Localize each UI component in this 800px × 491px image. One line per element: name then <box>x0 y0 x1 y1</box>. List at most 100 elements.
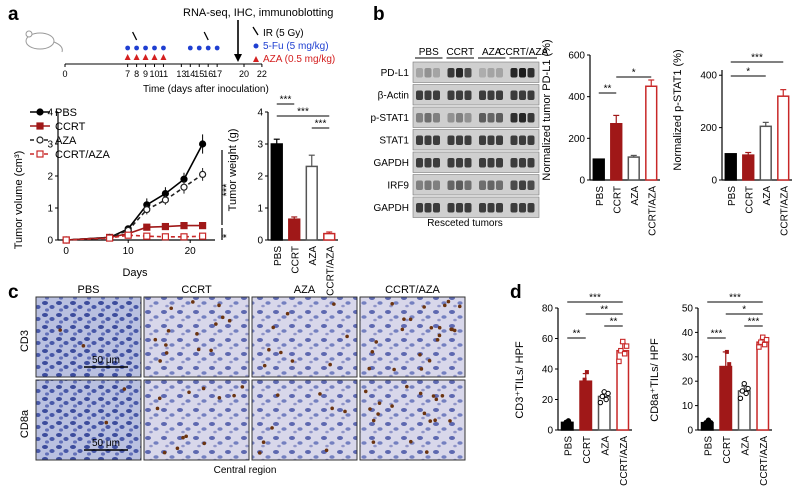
ihc-row-label: CD3 <box>19 330 31 352</box>
pdl1-chart: Normalized tumor PD-L1 (%) 0 200 400 600 PBS… <box>541 39 660 236</box>
significance-mark: *** <box>315 119 327 130</box>
ihc-image <box>143 296 250 378</box>
stained-cell <box>429 325 434 330</box>
fu-dose-dot <box>125 45 131 51</box>
blot-band <box>479 68 486 78</box>
data-point <box>180 183 188 191</box>
data-point <box>199 232 207 240</box>
blot-band <box>510 180 518 190</box>
blot-band <box>456 113 463 123</box>
blot-band <box>479 203 486 213</box>
stained-cell <box>328 362 332 367</box>
legend-fu-text: 5-Fu (5 mg/kg) <box>263 41 329 52</box>
data-point <box>605 390 611 397</box>
y-tick-label: 50 <box>682 304 694 315</box>
blot-group-label: AZA <box>482 47 502 58</box>
blot-band <box>456 180 463 190</box>
stained-cell <box>261 440 266 445</box>
y-tick-label: 2 <box>47 172 53 183</box>
stained-cell <box>418 352 422 357</box>
y-tick-label: 0 <box>47 236 53 247</box>
significance-mark: ** <box>604 84 612 95</box>
y-tick-label: 4 <box>257 108 263 119</box>
timeline-tick-label: 11 <box>159 69 168 79</box>
ihc-grid: Central region PBS CCRT AZA CCRT/AZA CD3 50 μ… <box>19 284 466 476</box>
stained-cell <box>422 305 426 309</box>
stained-cell <box>196 347 201 352</box>
legend-aza-text: AZA (0.5 mg/kg) <box>263 54 335 65</box>
y-tick-label: 0 <box>547 426 553 437</box>
stained-cell <box>158 359 162 363</box>
data-point <box>727 362 732 367</box>
ihc-image <box>251 296 358 378</box>
y-tick-label: 60 <box>542 334 554 345</box>
stained-cell <box>442 303 447 308</box>
blot-band <box>487 203 495 213</box>
significance-mark: *** <box>711 329 723 340</box>
blot-band <box>464 135 472 145</box>
blot-row-label: PD-L1 <box>381 68 410 79</box>
stained-cell <box>367 366 372 371</box>
stained-cell <box>227 318 232 323</box>
stained-cell <box>195 332 199 336</box>
y-tick-label: 40 <box>682 328 694 339</box>
y-tick-label: 3 <box>47 140 53 151</box>
stained-cell <box>457 304 462 309</box>
panel-label-b: b <box>373 4 385 25</box>
data-point <box>599 393 606 400</box>
blot-row-frame <box>412 106 540 128</box>
stained-cell <box>290 359 295 363</box>
y-tick-label: 200 <box>700 123 717 134</box>
y-tick-label: 0 <box>687 426 693 437</box>
timeline-tick-label: 14 <box>185 69 195 79</box>
blot-band <box>496 135 503 145</box>
aza-dose-triangle <box>133 54 140 60</box>
stained-cell <box>81 344 86 348</box>
data-point <box>199 170 207 178</box>
stained-cell <box>440 394 445 398</box>
stained-cell <box>169 306 174 311</box>
data-point <box>707 419 714 426</box>
tumor-weight-chart: Tumor weight (g) 0 1 2 3 4 PBS CCRT AZA CCRT/AZA… <box>227 95 338 296</box>
data-point <box>199 140 207 148</box>
stained-cell <box>400 327 405 332</box>
pdl1-ylabel: Normalized tumor PD-L1 (%) <box>541 39 553 180</box>
blot-band <box>519 203 526 213</box>
fu-dose-dot <box>143 45 148 51</box>
timeline-tick-label: 10 <box>149 69 159 79</box>
blot-band <box>527 90 535 100</box>
data-point <box>623 343 630 349</box>
blot-band <box>487 113 495 123</box>
stained-cell <box>220 315 225 320</box>
stained-cell <box>374 340 379 344</box>
significance-mark: * <box>632 68 636 79</box>
blot-band <box>447 90 455 100</box>
stained-cell <box>437 325 442 330</box>
stained-cell <box>332 302 336 306</box>
cd8a-chart: CD8a⁺TILs/ HPF 0 10 20 30 40 50 PBS CCRT AZA CCRT… <box>649 293 772 486</box>
timeline-tick-label: 22 <box>257 69 267 79</box>
significance-mark: *** <box>280 95 292 106</box>
blot-band <box>527 158 535 168</box>
fu-dose-dot <box>196 45 202 51</box>
stained-cell <box>424 450 429 454</box>
y-tick-label: 80 <box>542 304 554 315</box>
stained-cell <box>155 406 160 411</box>
ir-legend-icon <box>252 26 259 36</box>
stained-cell <box>324 448 329 453</box>
stained-cell <box>449 327 453 332</box>
bar-ccrt <box>719 365 733 431</box>
stained-cell <box>153 337 158 342</box>
timeline-tick-label: 7 <box>125 69 130 79</box>
data-point <box>756 344 762 350</box>
y-tick-label: 200 <box>568 134 585 145</box>
blot-band <box>416 180 423 190</box>
fu-dose-dot <box>205 45 211 51</box>
legend-ir-text: IR (5 Gy) <box>263 28 304 39</box>
bar-ccrt-aza <box>645 85 658 181</box>
blot-band <box>510 90 518 100</box>
stained-cell <box>435 338 440 342</box>
y-tick-label: 2 <box>257 172 263 183</box>
stained-cell <box>390 404 394 408</box>
